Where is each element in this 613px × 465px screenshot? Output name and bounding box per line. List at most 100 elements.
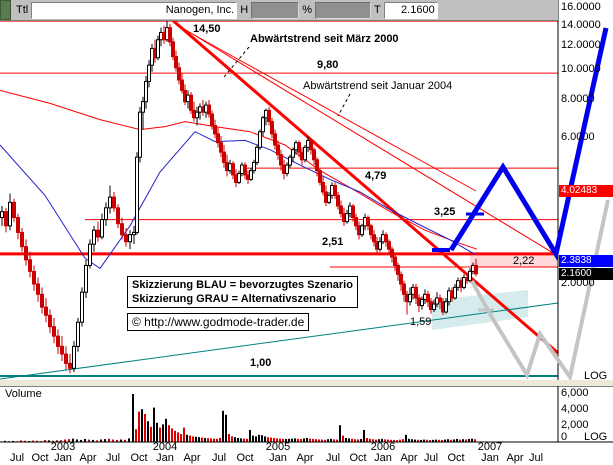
candle-body <box>124 234 128 243</box>
volume-bar <box>120 439 122 442</box>
candle-body <box>333 185 337 196</box>
ma-blue <box>0 131 476 270</box>
volume-bar <box>366 438 368 442</box>
volume-bar <box>321 439 323 442</box>
volume-bar <box>186 434 188 442</box>
status-square-icon <box>0 0 11 20</box>
symbol-input[interactable]: Nanogen, Inc. <box>31 1 238 19</box>
period-label: H <box>240 4 249 16</box>
candle-body <box>444 301 448 313</box>
volume-bar <box>24 440 26 442</box>
volume-pane-title: Volume <box>5 388 42 400</box>
volume-bar <box>213 438 215 442</box>
volume-bar <box>450 439 452 442</box>
volume-bar <box>330 438 332 442</box>
volume-bar <box>132 394 134 442</box>
candle-body <box>366 217 370 227</box>
volume-bar <box>228 434 230 442</box>
candle-body <box>135 156 139 233</box>
candle-body <box>276 144 280 156</box>
candle-body <box>88 243 92 266</box>
volume-bar <box>174 430 176 442</box>
volume-bar <box>44 439 46 442</box>
volume-bar <box>348 438 350 442</box>
candle-body <box>219 142 223 153</box>
x-axis-year: 2006 <box>370 441 396 453</box>
volume-bar <box>171 428 173 442</box>
candle-body <box>393 256 397 266</box>
volume-bar <box>276 438 278 442</box>
candle-body <box>213 125 217 135</box>
volume-bar <box>432 439 434 442</box>
candle-body <box>453 286 457 299</box>
candle-body <box>64 353 68 364</box>
candle-body <box>243 164 247 176</box>
candle-body <box>420 298 424 307</box>
candle-body <box>318 170 322 183</box>
volume-bar <box>300 438 302 442</box>
candle-body <box>28 259 32 272</box>
volume-bar <box>189 435 191 442</box>
candle-body <box>112 196 116 209</box>
volume-bar <box>363 430 365 442</box>
x-axis-year: 2003 <box>50 441 76 453</box>
candle-body <box>273 133 277 146</box>
percent-label: % <box>302 4 312 16</box>
volume-bar <box>153 407 155 442</box>
copyright-text: © http://www.godmode-trader.de <box>132 315 305 329</box>
volume-bar <box>96 440 98 442</box>
annotation-pointer <box>223 46 250 78</box>
price-annotation: Abwärtstrend seit März 2000 <box>250 33 399 45</box>
x-axis-month: Jul <box>528 452 544 464</box>
candle-body <box>255 146 259 163</box>
candle-body <box>345 213 349 223</box>
candle-body <box>56 335 60 347</box>
volume-bar <box>168 425 170 442</box>
candle-body <box>231 163 235 176</box>
volume-bar <box>52 440 54 442</box>
candle-body <box>147 64 151 82</box>
candle-body <box>270 121 274 135</box>
volume-bar <box>135 429 137 442</box>
volume-bar <box>180 434 182 442</box>
price-annotation: 14,50 <box>193 23 221 35</box>
candle-body <box>387 241 391 250</box>
candle-body <box>288 156 292 166</box>
volume-bar <box>12 440 14 442</box>
candle-body <box>40 293 44 308</box>
price-annotation: Abwärtstrend seit Januar 2004 <box>303 80 453 92</box>
volume-bar <box>4 440 6 442</box>
candle-body <box>252 161 256 172</box>
percent-field[interactable] <box>314 1 371 19</box>
x-axis-month: Apr <box>79 452 97 464</box>
candle-body <box>48 314 52 328</box>
candle-body <box>12 201 16 219</box>
volume-bar <box>108 438 110 442</box>
x-axis-month: Oct <box>31 452 49 464</box>
volume-bar <box>162 424 164 442</box>
volume-bar <box>408 438 410 442</box>
volume-bar <box>447 439 449 442</box>
volume-bar <box>282 438 284 442</box>
period-field[interactable] <box>251 1 300 19</box>
candle-body <box>297 142 301 153</box>
log-scale-label-main: LOG <box>584 370 608 382</box>
volume-bar <box>375 439 377 442</box>
volume-bar <box>342 435 344 442</box>
volume-bar <box>36 440 38 442</box>
price-axis-tick: 10.0000 <box>561 63 601 76</box>
candle-body <box>76 321 80 347</box>
candle-body <box>258 131 262 148</box>
volume-bar <box>252 435 254 442</box>
price-axis-tick: 14.0000 <box>561 18 601 31</box>
volume-axis-tick: 4,000 <box>561 403 589 415</box>
volume-bar <box>128 438 130 442</box>
log-scale-label-volume: LOG <box>584 431 608 443</box>
volume-bar <box>465 439 467 442</box>
price-input[interactable]: 2.1600 <box>383 1 438 19</box>
candle-body <box>261 117 265 133</box>
candle-body <box>336 194 340 207</box>
x-axis-month: Apr <box>400 452 418 464</box>
price-badge: 2.3838 <box>559 254 613 267</box>
volume-bar <box>429 440 431 442</box>
